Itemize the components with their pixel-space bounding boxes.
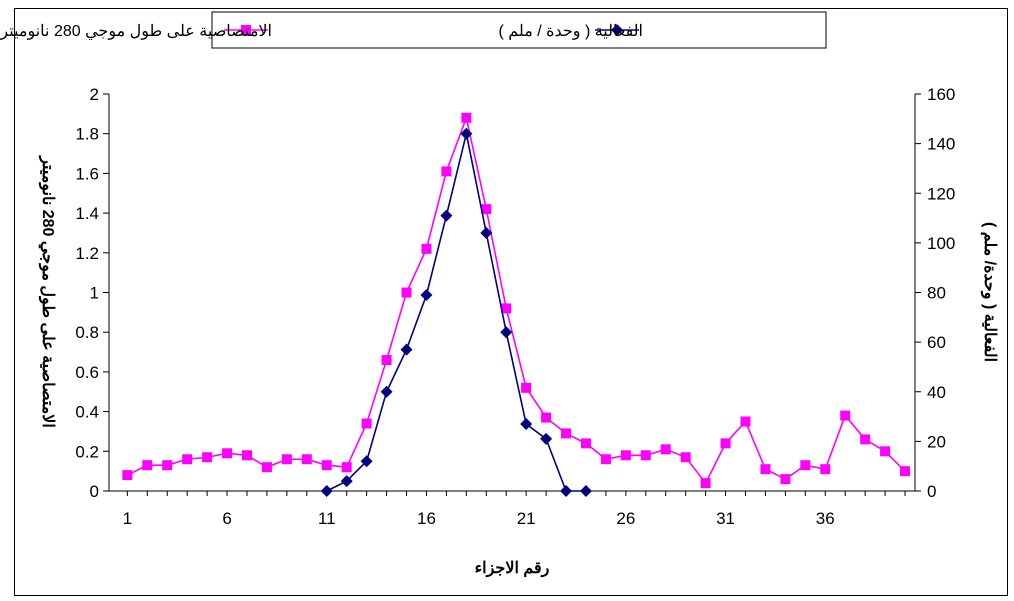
series-0-point: [780, 474, 790, 484]
series-0-point: [800, 460, 810, 470]
series-0-point: [681, 452, 691, 462]
left-axis-title: الامتصاصية على طول موجي 280 نانوميتر: [38, 155, 56, 428]
legend-label-series-1: الفعالية ( وحدة / ملم ): [498, 23, 643, 40]
left-tick-label: 2: [90, 85, 99, 104]
x-tick-label: 21: [517, 509, 536, 528]
x-tick-label: 1: [123, 509, 132, 528]
right-tick-label: 20: [927, 432, 946, 451]
right-ticks: 0 20 40 60 80 100 120 140 160: [915, 85, 955, 501]
series-0-point: [222, 448, 232, 458]
left-tick-label: 1.8: [75, 125, 99, 144]
right-tick-label: 60: [927, 333, 946, 352]
series-0-point: [421, 244, 431, 254]
series-0-point: [162, 460, 172, 470]
series-0-point: [461, 113, 471, 123]
series-0-point: [661, 444, 671, 454]
series-1-point: [420, 289, 432, 301]
series-0-point: [741, 417, 751, 427]
x-axis-title: رقم الاجزاء: [475, 560, 550, 578]
series-0-point: [322, 460, 332, 470]
series-0-point: [302, 454, 312, 464]
series-0-point: [701, 478, 711, 488]
series-0-point: [900, 466, 910, 476]
series-0-point: [541, 413, 551, 423]
right-tick-label: 0: [927, 482, 936, 501]
series-1-point: [440, 210, 452, 222]
series-1-point: [540, 433, 552, 445]
series-0-point: [182, 454, 192, 464]
left-ticks: 0 0.2 0.4 0.6 0.8 1 1.2 1.4 1.6 1.8 2: [75, 85, 109, 501]
series-0-point: [262, 462, 272, 472]
series-0-point: [581, 438, 591, 448]
series-1-point: [580, 485, 592, 497]
series-0-point: [142, 460, 152, 470]
series-1-point: [560, 485, 572, 497]
right-tick-label: 140: [927, 135, 955, 154]
x-tick-label: 31: [716, 509, 735, 528]
right-tick-label: 160: [927, 85, 955, 104]
series-1-point: [381, 386, 393, 398]
left-tick-label: 0: [90, 482, 99, 501]
series-0-point: [282, 454, 292, 464]
right-tick-label: 100: [927, 234, 955, 253]
series-0-point: [202, 452, 212, 462]
series-0-point: [382, 355, 392, 365]
series-0-point: [880, 446, 890, 456]
left-tick-label: 1.2: [75, 244, 99, 263]
series-1-point: [321, 485, 333, 497]
series-0-point: [621, 450, 631, 460]
left-tick-label: 1.4: [75, 204, 99, 223]
x-tick-label: 6: [222, 509, 231, 528]
left-tick-label: 1: [90, 284, 99, 303]
left-tick-label: 0.2: [75, 442, 99, 461]
series-0-point: [760, 464, 770, 474]
right-tick-label: 80: [927, 284, 946, 303]
left-tick-label: 0.8: [75, 323, 99, 342]
series-1-point: [401, 344, 413, 356]
left-tick-label: 1.6: [75, 164, 99, 183]
legend: الامتصاصية على طول موجي 280 نانوميتر الف…: [0, 12, 826, 48]
right-tick-label: 120: [927, 184, 955, 203]
left-tick-label: 0.4: [75, 403, 99, 422]
series-0-point: [601, 454, 611, 464]
x-ticks: 1 6 11 16 21 26 31 36: [123, 491, 905, 528]
x-tick-label: 11: [318, 509, 336, 528]
right-axis-title: الفعالية ( وحدة/ ملم ): [980, 222, 998, 362]
x-tick-label: 26: [616, 509, 635, 528]
series-0-point: [402, 288, 412, 298]
series-0-point: [122, 470, 132, 480]
series-0-point: [840, 411, 850, 421]
series-0-point: [342, 462, 352, 472]
series-layer: [122, 113, 910, 497]
legend-label-series-0: الامتصاصية على طول موجي 280 نانوميتر: [0, 23, 272, 40]
series-1-point: [520, 418, 532, 430]
series-0-point: [242, 450, 252, 460]
series-0-point: [362, 419, 372, 429]
series-0-point: [521, 383, 531, 393]
series-0-point: [721, 438, 731, 448]
x-tick-label: 36: [816, 509, 835, 528]
series-0-point: [441, 166, 451, 176]
series-0-point: [561, 428, 571, 438]
x-tick-label: 16: [417, 509, 436, 528]
series-0-point: [641, 450, 651, 460]
left-tick-label: 0.6: [75, 363, 99, 382]
right-tick-label: 40: [927, 383, 946, 402]
series-0-point: [860, 434, 870, 444]
series-line-0: [127, 118, 905, 483]
series-0-point: [820, 464, 830, 474]
